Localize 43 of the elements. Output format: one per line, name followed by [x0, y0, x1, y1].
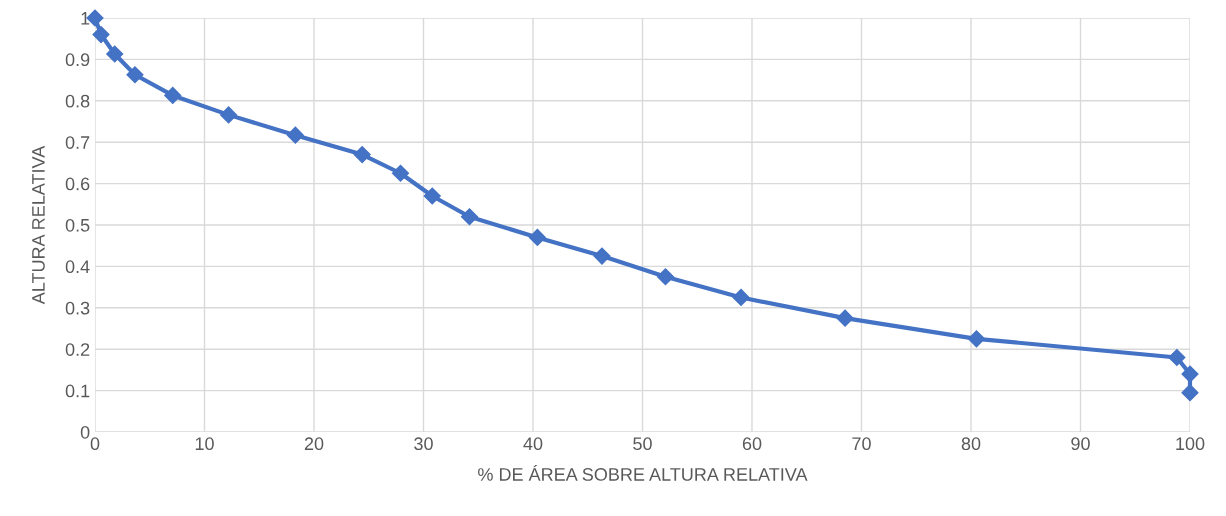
y-tick-label: 0.5	[65, 218, 90, 232]
point	[1181, 365, 1199, 383]
point	[423, 187, 441, 205]
y-tick-label: 0.2	[65, 343, 90, 356]
x-axis-title: % DE ÁREA SOBRE ALTURA RELATIVA	[478, 465, 808, 481]
point	[391, 164, 410, 182]
point	[967, 330, 986, 348]
y-tick-label: 1	[81, 12, 90, 25]
x-tick-label: 10	[195, 437, 214, 451]
x-tick-label: 60	[742, 437, 762, 451]
point	[836, 309, 854, 327]
y-tick-label: 0.4	[65, 260, 90, 274]
point	[460, 208, 479, 226]
point	[1168, 348, 1186, 367]
y-tick-label: 0.1	[65, 384, 90, 398]
y-tick-label: 0.7	[65, 136, 90, 149]
y-tick-label: 0.9	[65, 53, 90, 67]
x-tick-label: 40	[523, 437, 543, 451]
y-axis-title: ALTURA RELATIVA	[32, 145, 45, 305]
point	[732, 288, 750, 307]
x-tick-label: 50	[633, 437, 652, 451]
y-tick-label: 0	[80, 425, 90, 439]
point	[106, 45, 124, 63]
y-tick-label: 0.3	[65, 301, 90, 315]
x-tick-label: 90	[1071, 437, 1090, 451]
y-tick-label: 0.8	[65, 94, 90, 108]
point	[92, 26, 110, 44]
y-tick-label: 0.6	[65, 177, 90, 191]
point	[126, 66, 144, 84]
point	[656, 268, 675, 286]
point	[1181, 384, 1199, 402]
x-tick-label: 100	[1176, 437, 1205, 451]
x-tick-label: 0	[90, 437, 100, 451]
point	[220, 106, 238, 124]
x-tick-label: 70	[852, 437, 871, 451]
x-tick-label: 80	[961, 437, 981, 451]
point	[286, 126, 304, 144]
x-tick-label: 20	[304, 437, 324, 451]
point	[528, 228, 546, 246]
point	[164, 86, 182, 104]
x-tick-label: 30	[414, 437, 433, 451]
point	[353, 146, 371, 164]
point	[593, 247, 611, 265]
